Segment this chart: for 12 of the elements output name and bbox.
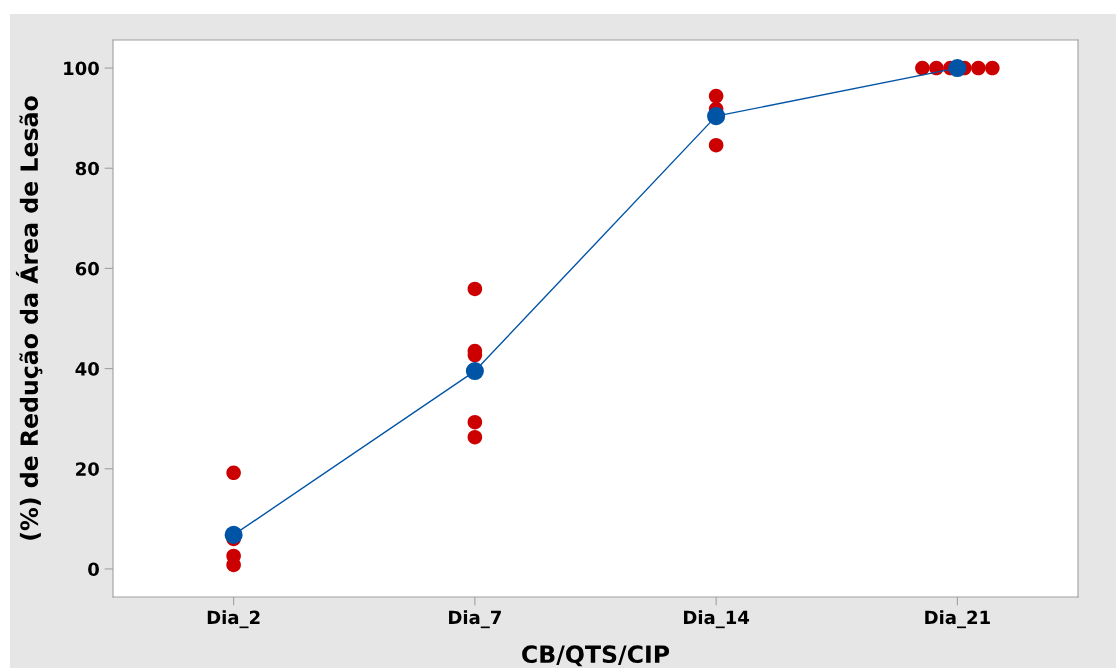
y-tick-label: 80 <box>75 161 99 176</box>
x-tick-label: Dia_14 <box>684 610 750 629</box>
y-tick-label: 40 <box>75 362 99 376</box>
x-tick-label: Dia_7 <box>449 610 501 629</box>
x-tick-label: Dia_2 <box>207 610 260 629</box>
y-tick-label: 0 <box>88 562 99 577</box>
x-tick-label: Dia_21 <box>925 610 990 629</box>
x-axis-title: CB/QTS/CIP <box>522 645 670 667</box>
y-tick-label: 60 <box>75 261 99 276</box>
y-tick-label: 100 <box>64 61 99 76</box>
y-axis-title: (%) de Redução da Área de Lesão <box>15 96 43 540</box>
y-tick-label: 20 <box>76 462 99 476</box>
